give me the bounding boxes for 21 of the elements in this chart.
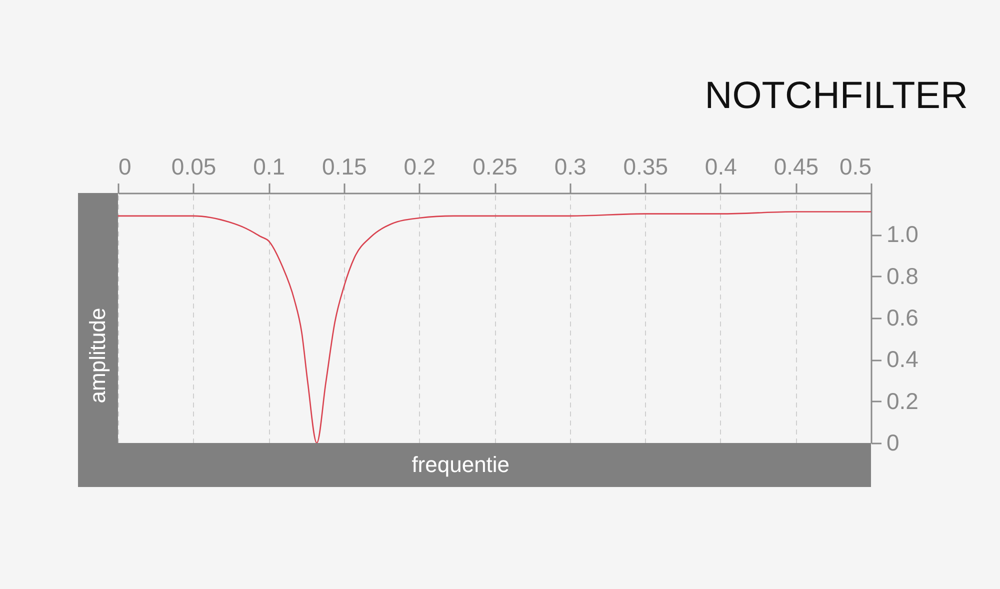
x-tick-label: 0.4: [704, 154, 738, 180]
y-tick-label: 1.0: [886, 221, 918, 248]
x-tick-label: 0.2: [404, 154, 436, 180]
x-tick-label: 0.25: [472, 154, 518, 180]
x-tick-label: 0: [118, 154, 132, 180]
x-tick-label: 0.45: [774, 154, 819, 180]
x-tick-label: 0.05: [171, 154, 216, 180]
y-tick-label: 0: [886, 430, 900, 456]
y-tick-label: 0.2: [886, 388, 918, 414]
x-tick-label: 0.35: [623, 154, 668, 180]
y-tick-label: 0.6: [886, 304, 918, 330]
x-tick-label: 0.5: [840, 154, 872, 180]
x-tick-label: 0.1: [253, 154, 286, 180]
x-tick-label: 0.3: [554, 154, 586, 180]
y-tick-label: 0.8: [886, 262, 918, 289]
y-axis-title: amplitude: [85, 308, 110, 404]
chart-title: NOTCHFILTER: [704, 75, 968, 117]
x-axis-title: frequentie: [412, 452, 510, 477]
x-tick-label: 0.15: [322, 154, 367, 180]
line-series: [118, 211, 871, 443]
y-tick-label: 0.4: [886, 346, 919, 372]
